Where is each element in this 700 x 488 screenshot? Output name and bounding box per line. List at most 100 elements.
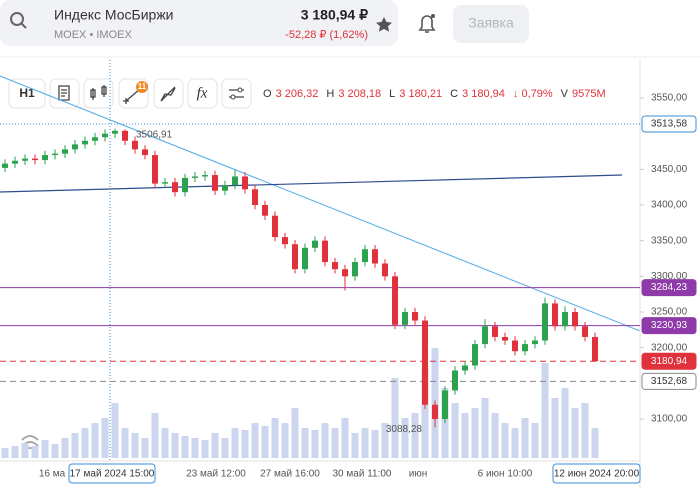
candle-body — [332, 262, 338, 270]
candle-body — [572, 312, 578, 327]
volume-bar — [311, 430, 319, 458]
volume-bar — [341, 418, 349, 458]
y-tick-label: 3550,00 — [651, 93, 688, 104]
search-icon — [10, 12, 24, 26]
x-tick-label: 30 май 11:00 — [333, 469, 392, 480]
volume-bar — [61, 438, 69, 458]
candle-body — [542, 303, 548, 341]
search-icon — [20, 22, 27, 29]
candle-body — [262, 205, 268, 216]
volume-bar — [301, 428, 309, 458]
volume-bar — [111, 403, 119, 458]
candle-body — [152, 155, 158, 184]
volume-bar — [11, 446, 19, 458]
candle-body — [362, 249, 368, 263]
favorite-star[interactable] — [376, 17, 392, 32]
candle-body — [172, 182, 178, 193]
volume-bar — [521, 418, 529, 458]
volume-bar — [461, 413, 469, 458]
icon — [90, 85, 107, 100]
volume-bar — [221, 438, 229, 458]
volume-bar — [51, 444, 59, 458]
order-button[interactable] — [453, 5, 529, 43]
x-tick-label: 27 май 16:00 — [260, 469, 320, 480]
candle-body — [512, 340, 518, 352]
price-level-tag — [641, 372, 697, 390]
candle-body — [522, 344, 528, 352]
instrument-code: MOEX • IMOEX — [54, 29, 132, 41]
volume-bar — [1, 448, 9, 458]
tool-button[interactable] — [187, 78, 218, 109]
candle-body — [432, 404, 438, 419]
x-tick-label: 16 ма — [39, 469, 66, 480]
volume-bar — [241, 430, 249, 458]
candle-body — [532, 340, 538, 345]
x-tick-label: июн — [409, 469, 428, 480]
candle-body — [142, 149, 148, 156]
candle-body — [422, 320, 428, 405]
candle-body — [252, 189, 258, 205]
candle-body — [322, 240, 328, 263]
candle-body — [492, 326, 498, 337]
volume-bar — [571, 408, 579, 458]
volume-bar — [401, 418, 409, 458]
ohlc-key: L — [389, 88, 395, 100]
candle-body — [482, 326, 488, 345]
icon: fx — [197, 85, 208, 101]
volume-bar — [141, 438, 149, 458]
candle-body — [32, 158, 38, 161]
candle-body — [2, 163, 8, 168]
volume-bar — [331, 428, 339, 458]
volume-bar — [21, 443, 29, 458]
volume-bar — [161, 428, 169, 458]
candle-body — [342, 269, 348, 277]
price-level-label: 3513,58 — [651, 119, 688, 130]
alert-bell[interactable] — [418, 15, 436, 33]
instrument-title: Индекс МосБиржи — [54, 7, 174, 23]
volume-bar — [361, 428, 369, 458]
volume-bar — [561, 388, 569, 458]
trend-line[interactable] — [0, 75, 641, 332]
ohlc-value: 9575M — [572, 88, 606, 100]
candle-body — [192, 176, 198, 178]
candle-body — [112, 130, 118, 134]
candle-body — [462, 365, 468, 371]
candle-body — [202, 175, 208, 177]
icon — [160, 86, 176, 102]
ohlc-value: ↓ 0,79% — [513, 88, 553, 100]
volume-bar — [321, 423, 329, 458]
badge-count: 11 — [138, 82, 147, 91]
x-label-box — [68, 463, 156, 484]
volume-bar — [211, 433, 219, 458]
volume-bar — [491, 413, 499, 458]
volume-bar — [581, 403, 589, 458]
candle-body — [562, 312, 568, 327]
volume-bar — [591, 428, 599, 458]
tool-button[interactable] — [83, 78, 114, 109]
volume-bar — [281, 423, 289, 458]
candle-body — [132, 140, 138, 150]
high-label: 3506,91 — [136, 129, 173, 140]
candle-body — [222, 185, 228, 191]
candle-body — [182, 177, 188, 193]
trend-line[interactable] — [0, 174, 623, 193]
candle-body — [22, 158, 28, 161]
price-level-tag — [641, 279, 697, 297]
price-level-label: 3230,93 — [651, 320, 688, 331]
ohlc-key: H — [326, 88, 334, 100]
candle-body — [402, 312, 408, 325]
tool-button[interactable] — [221, 78, 252, 109]
y-tick-label: 3450,00 — [651, 164, 688, 175]
candle-body — [242, 176, 248, 190]
volume-bar — [81, 428, 89, 458]
candle-body — [592, 336, 598, 362]
volume-bar — [91, 423, 99, 458]
price-level-tag — [641, 317, 697, 335]
candle-body — [72, 144, 78, 150]
volume-bar — [201, 440, 209, 458]
volume-bar — [391, 378, 399, 458]
candle-body — [12, 160, 18, 164]
search-box[interactable] — [0, 0, 398, 46]
